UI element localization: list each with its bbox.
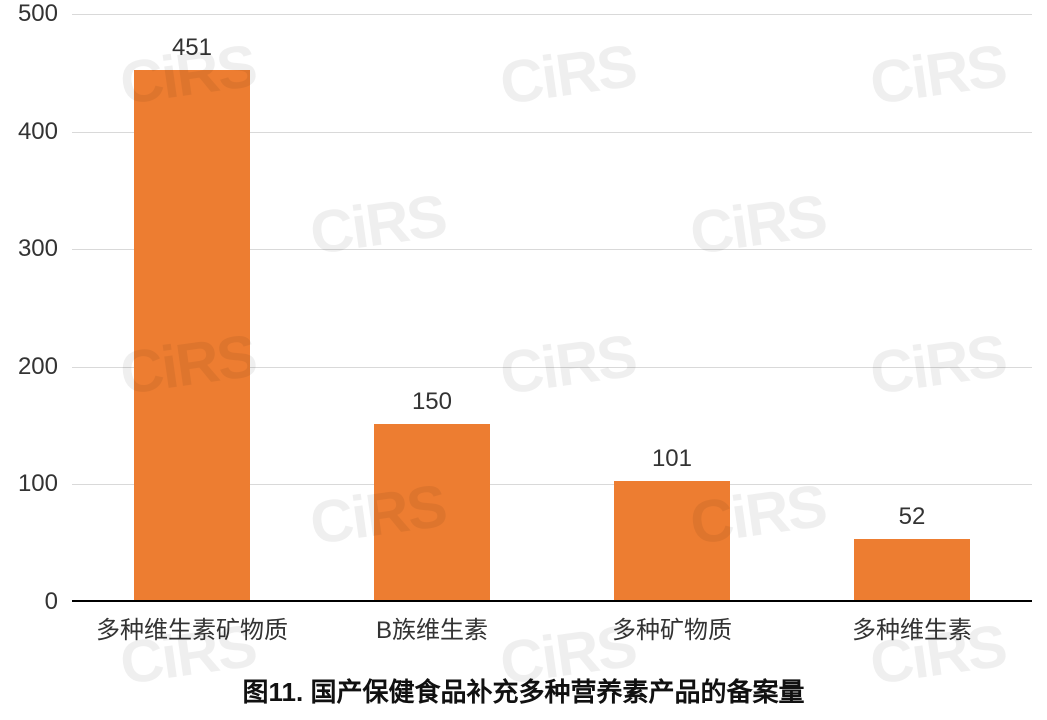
bar: 451: [134, 70, 249, 600]
y-tick-label: 0: [45, 588, 72, 616]
bar-data-label: 101: [614, 445, 729, 481]
bar-data-label: 52: [854, 503, 969, 539]
plot-area: 0100200300400500451多种维生素矿物质150B族维生素101多种…: [72, 14, 1032, 602]
bar-chart: 0100200300400500451多种维生素矿物质150B族维生素101多种…: [0, 0, 1047, 720]
bar-data-label: 451: [134, 34, 249, 70]
y-tick-label: 200: [18, 353, 72, 381]
y-tick-label: 500: [18, 0, 72, 28]
x-tick-label: 多种维生素: [852, 600, 972, 645]
x-tick-label: 多种维生素矿物质: [96, 600, 288, 645]
chart-caption: 图11. 国产保健食品补充多种营养素产品的备案量: [0, 672, 1047, 709]
bar: 52: [854, 539, 969, 600]
bar-data-label: 150: [374, 388, 489, 424]
y-tick-label: 100: [18, 470, 72, 498]
y-tick-label: 300: [18, 235, 72, 263]
bar: 150: [374, 424, 489, 600]
y-tick-label: 400: [18, 118, 72, 146]
bar: 101: [614, 481, 729, 600]
x-tick-label: 多种矿物质: [612, 600, 732, 645]
x-tick-label: B族维生素: [376, 600, 488, 645]
gridline: [72, 14, 1032, 15]
